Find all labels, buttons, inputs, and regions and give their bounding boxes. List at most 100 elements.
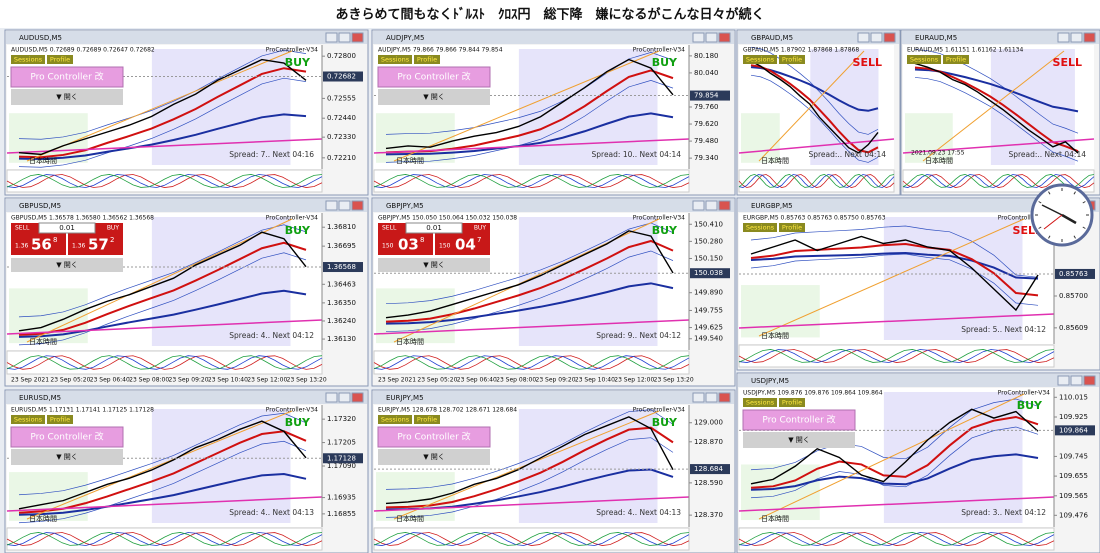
y-tick-label: 109.655 <box>1059 472 1088 480</box>
sessions-button[interactable] <box>907 55 941 64</box>
window-button[interactable] <box>351 200 364 211</box>
open-label: ▼ 開く <box>423 93 445 101</box>
open-button[interactable] <box>11 89 123 105</box>
trend-line <box>373 319 690 335</box>
sessions-label: Sessions <box>14 56 43 64</box>
controller-button[interactable] <box>742 409 856 431</box>
y-tick-label: 1.17205 <box>327 439 356 447</box>
oscillator-line <box>373 355 690 370</box>
sessions-button[interactable] <box>743 223 777 232</box>
sessions-label: Sessions <box>14 416 43 424</box>
controller-button[interactable] <box>377 426 491 448</box>
sessions-label: Sessions <box>910 56 939 64</box>
window-button[interactable] <box>718 200 731 211</box>
oscillator-line <box>902 174 1095 188</box>
window-button[interactable] <box>338 32 351 43</box>
oscillator <box>373 527 690 551</box>
fast-ma <box>385 426 674 509</box>
window-button[interactable] <box>692 392 705 403</box>
indicator-name: ProController-V34 <box>998 390 1050 397</box>
window-button[interactable] <box>705 200 718 211</box>
price-line <box>914 62 1079 154</box>
chart-info: AUDJPY,M5 79.866 79.866 79.844 79.854 <box>378 47 503 54</box>
sessions-button[interactable] <box>743 55 777 64</box>
jst-label: 日本時間 <box>925 156 953 165</box>
oscillator-line <box>738 349 1055 363</box>
sell-label: SELL <box>382 225 397 232</box>
price-tag <box>323 71 363 82</box>
profile-button[interactable] <box>414 55 440 64</box>
slow-ma <box>385 282 674 325</box>
window-button[interactable] <box>692 200 705 211</box>
session-zone <box>9 113 88 163</box>
window-button[interactable] <box>718 392 731 403</box>
profile-label: Profile <box>50 416 70 424</box>
slow-ma <box>18 113 307 160</box>
signal: SELL <box>1053 56 1082 69</box>
window-button[interactable] <box>1083 375 1096 386</box>
sessions-button[interactable] <box>378 415 412 424</box>
profile-button[interactable] <box>47 55 73 64</box>
x-tick-label: 23 Sep 06:40 <box>90 377 130 384</box>
lot-field[interactable] <box>38 222 96 234</box>
open-button[interactable] <box>11 449 123 465</box>
price-tag <box>323 453 363 464</box>
open-button[interactable] <box>11 258 123 272</box>
sessions-button[interactable] <box>11 55 45 64</box>
window-button[interactable] <box>705 392 718 403</box>
profile-button[interactable] <box>47 415 73 424</box>
y-tick-label: 128.370 <box>694 511 723 519</box>
lot-field[interactable] <box>405 222 463 234</box>
price-line <box>385 416 674 505</box>
open-button[interactable] <box>743 432 855 448</box>
window-button[interactable] <box>1070 32 1083 43</box>
window-button[interactable] <box>351 32 364 43</box>
window-button[interactable] <box>338 392 351 403</box>
window-button[interactable] <box>1057 32 1070 43</box>
window-title: EURAUD,M5 <box>915 34 957 42</box>
trend-line <box>738 138 895 154</box>
window-button[interactable] <box>705 32 718 43</box>
open-button[interactable] <box>378 449 490 465</box>
chart-info: AUDUSD,M5 0.72689 0.72689 0.72647 0.7268… <box>11 47 155 54</box>
y-tick-label: 1.36463 <box>327 280 356 288</box>
oscillator-line <box>6 174 323 188</box>
window-button[interactable] <box>325 392 338 403</box>
sessions-button[interactable] <box>378 55 412 64</box>
sessions-button[interactable] <box>743 398 777 407</box>
window-button[interactable] <box>1083 32 1096 43</box>
window-button[interactable] <box>1057 375 1070 386</box>
window-button[interactable] <box>718 32 731 43</box>
window-button[interactable] <box>1070 375 1083 386</box>
profile-button[interactable] <box>943 55 969 64</box>
window-button[interactable] <box>325 200 338 211</box>
controller-button[interactable] <box>377 66 491 88</box>
y-tick-label: 149.755 <box>694 306 723 314</box>
controller-button[interactable] <box>10 426 124 448</box>
open-button[interactable] <box>378 258 490 272</box>
window-button[interactable] <box>870 32 883 43</box>
price-line <box>750 235 1039 312</box>
indicator-name: ProController-V34 <box>266 407 318 414</box>
clock-tick <box>1038 201 1042 204</box>
jst-label: 日本時間 <box>29 337 57 346</box>
profile-button[interactable] <box>779 223 805 232</box>
window-button[interactable] <box>325 32 338 43</box>
window-button[interactable] <box>338 200 351 211</box>
profile-label: Profile <box>50 56 70 64</box>
x-tick-label: 23 Sep 12:00 <box>614 377 654 384</box>
sessions-label: Sessions <box>746 399 775 407</box>
profile-button[interactable] <box>779 55 805 64</box>
sessions-button[interactable] <box>11 415 45 424</box>
profile-button[interactable] <box>414 415 440 424</box>
window-button[interactable] <box>351 392 364 403</box>
window-button[interactable] <box>883 32 896 43</box>
controller-button[interactable] <box>10 66 124 88</box>
window-button[interactable] <box>692 32 705 43</box>
current-price: 0.72682 <box>327 73 356 81</box>
window-button[interactable] <box>857 32 870 43</box>
profile-button[interactable] <box>779 398 805 407</box>
open-button[interactable] <box>378 89 490 105</box>
trend-line <box>922 50 1065 162</box>
